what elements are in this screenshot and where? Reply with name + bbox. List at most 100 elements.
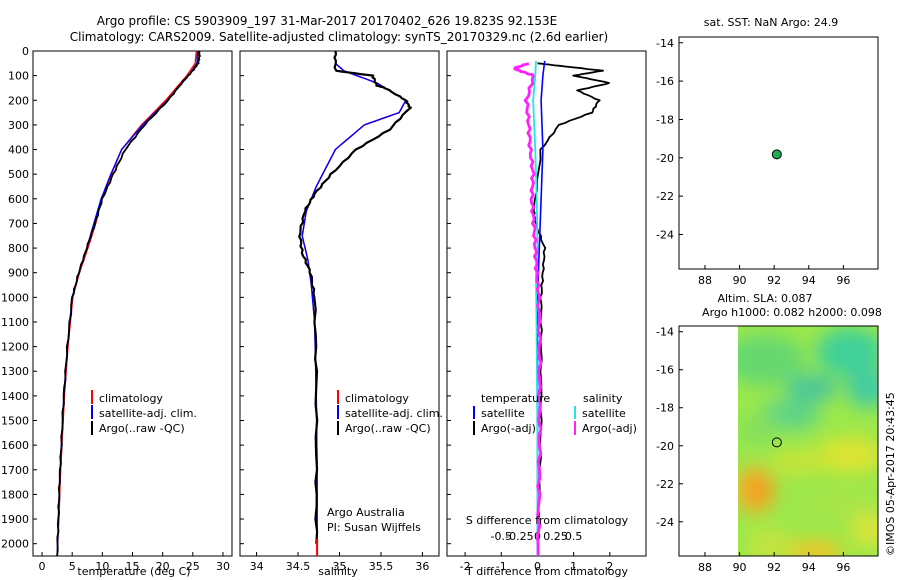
argo-location-marker — [771, 149, 782, 160]
map-y-tick-label: -24 — [656, 228, 674, 241]
temperature-y-tick-label: 200 — [8, 94, 29, 107]
salinity-x-tick-label: 36 — [415, 560, 429, 573]
sla-map-title-line1: Altim. SLA: 0.087 — [717, 292, 812, 305]
difference-x-tick-label: 1 — [570, 560, 577, 573]
temperature-y-tick-label: 800 — [8, 242, 29, 255]
difference-s-tick-label: -0.5 — [491, 530, 512, 543]
map-y-tick-label: -14 — [656, 326, 674, 339]
temperature-y-tick-label: 1300 — [1, 365, 29, 378]
legend-argo-label: Argo(..raw -QC) — [345, 422, 431, 435]
difference-s-tick-label: 0.25 — [543, 530, 568, 543]
imos-credit: ©IMOS 05-Apr-2017 20:43:45 — [884, 392, 897, 556]
temperature-legend: climatology satellite-adj. clim. Argo(..… — [91, 390, 197, 435]
temperature-climatology-line — [56, 50, 198, 557]
legend-t-argo-label: Argo(-adj) — [481, 422, 536, 435]
temperature-y-tick-label: 1700 — [1, 464, 29, 477]
map-x-tick-label: 92 — [767, 561, 781, 574]
temperature-y-tick-label: 1200 — [1, 341, 29, 354]
difference-x-tick-label: 2 — [606, 560, 613, 573]
map-x-tick-label: 92 — [767, 274, 781, 287]
temperature-x-tick-label: 30 — [216, 560, 230, 573]
difference-panel-frame — [446, 50, 647, 557]
difference-legend: temperature salinity satellite Argo(-adj… — [473, 392, 637, 435]
temperature-y-tick-label: 1900 — [1, 513, 29, 526]
temperature-y-tick-label: 1500 — [1, 415, 29, 428]
legend-satellite-label: satellite-adj. clim. — [345, 407, 443, 420]
temperature-y-tick-label: 700 — [8, 217, 29, 230]
difference-s-argo-line — [513, 62, 543, 557]
temperature-y-tick-label: 100 — [8, 70, 29, 83]
map-y-tick-label: -20 — [656, 152, 674, 165]
legend-salinity-header: salinity — [583, 392, 623, 405]
temperature-x-tick-label: 10 — [95, 560, 109, 573]
map-x-tick-label: 88 — [698, 274, 712, 287]
map-y-tick-label: -18 — [656, 113, 674, 126]
difference-t-argo-line — [532, 62, 610, 557]
salinity-x-tick-label: 35.5 — [369, 560, 394, 573]
figure-title-line1: Argo profile: CS 5903909_197 31-Mar-2017… — [97, 14, 557, 28]
temperature-y-tick-label: 2000 — [1, 538, 29, 551]
temperature-y-tick-label: 900 — [8, 267, 29, 280]
salinity-legend: climatology satellite-adj. clim. Argo(..… — [337, 390, 443, 435]
figure-title-line2: Climatology: CARS2009. Satellite-adjuste… — [70, 30, 608, 44]
argo-location-marker — [771, 437, 782, 448]
temperature-y-tick-label: 400 — [8, 144, 29, 157]
map-y-tick-label: -24 — [656, 516, 674, 529]
salinity-x-tick-label: 34.5 — [286, 560, 311, 573]
temperature-panel-frame — [32, 50, 233, 557]
salinity-xlabel: salinity — [318, 565, 358, 578]
temperature-argo-line — [56, 50, 201, 557]
temperature-y-tick-label: 1800 — [1, 488, 29, 501]
sla-heatmap — [738, 326, 878, 556]
temperature-y-tick-label: 300 — [8, 119, 29, 132]
temperature-y-tick-label: 500 — [8, 168, 29, 181]
temperature-x-tick-label: 0 — [39, 560, 46, 573]
map-y-tick-label: -18 — [656, 402, 674, 415]
map-x-tick-label: 90 — [733, 561, 747, 574]
institution-label: Argo Australia — [327, 506, 405, 519]
difference-s-satellite-line — [532, 60, 539, 556]
difference-s-tick-label: 0.5 — [565, 530, 583, 543]
difference-s-tick-label: -0.25 — [505, 530, 533, 543]
temperature-satellite-line — [56, 50, 199, 557]
legend-argo-label: Argo(..raw -QC) — [99, 422, 185, 435]
salinity-x-tick-label: 34 — [250, 560, 264, 573]
difference-xlabel: T difference from climatology — [465, 565, 628, 578]
legend-t-satellite-label: satellite — [481, 407, 525, 420]
temperature-y-tick-label: 1000 — [1, 291, 29, 304]
map-y-tick-label: -20 — [656, 440, 674, 453]
map-y-tick-label: -22 — [656, 478, 674, 491]
map-x-tick-label: 90 — [733, 274, 747, 287]
legend-s-satellite-label: satellite — [582, 407, 626, 420]
temperature-xlabel: temperature (deg C) — [77, 565, 190, 578]
legend-climatology-label: climatology — [99, 392, 163, 405]
salinity-x-tick-label: 35 — [333, 560, 347, 573]
map-y-tick-label: -16 — [656, 75, 674, 88]
temperature-x-tick-label: 15 — [126, 560, 140, 573]
temperature-x-tick-label: 5 — [69, 560, 76, 573]
map-y-tick-label: -16 — [656, 364, 674, 377]
legend-climatology-label: climatology — [345, 392, 409, 405]
difference-x-tick-label: 0 — [534, 560, 541, 573]
map-y-tick-label: -14 — [656, 37, 674, 50]
difference-x-tick-label: -1 — [496, 560, 507, 573]
map-x-tick-label: 96 — [836, 561, 850, 574]
legend-satellite-label: satellite-adj. clim. — [99, 407, 197, 420]
temperature-x-tick-label: 20 — [156, 560, 170, 573]
map-x-tick-label: 94 — [802, 561, 816, 574]
sst-map-title: sat. SST: NaN Argo: 24.9 — [704, 16, 838, 29]
temperature-y-tick-label: 1100 — [1, 316, 29, 329]
salinity-panel-frame — [239, 50, 440, 557]
difference-x-tick-label: -2 — [460, 560, 471, 573]
map-y-tick-label: -22 — [656, 190, 674, 203]
temperature-y-tick-label: 1400 — [1, 390, 29, 403]
temperature-y-tick-label: 0 — [22, 45, 29, 58]
legend-temperature-header: temperature — [481, 392, 550, 405]
map-x-tick-label: 94 — [802, 274, 816, 287]
chart-marks: 0100200300400500600700800900100011001200… — [1, 37, 850, 574]
temperature-x-tick-label: 25 — [186, 560, 200, 573]
sst-map-frame — [678, 36, 879, 270]
temperature-y-tick-label: 1600 — [1, 439, 29, 452]
map-x-tick-label: 88 — [698, 561, 712, 574]
